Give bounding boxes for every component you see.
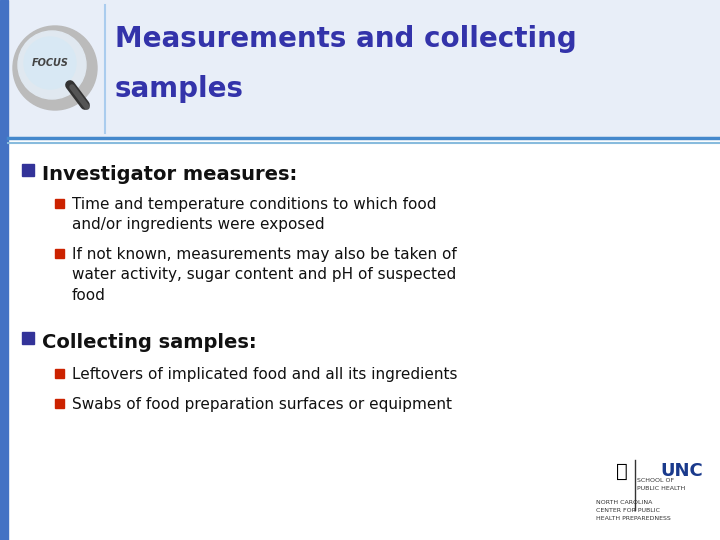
- Circle shape: [18, 31, 86, 99]
- Circle shape: [13, 26, 97, 110]
- Text: samples: samples: [115, 75, 244, 103]
- Text: HEALTH PREPAREDNESS: HEALTH PREPAREDNESS: [596, 516, 671, 521]
- Circle shape: [24, 37, 76, 89]
- Text: FOCUS: FOCUS: [32, 58, 68, 68]
- Text: CENTER FOR PUBLIC: CENTER FOR PUBLIC: [596, 508, 660, 513]
- Bar: [55, 369, 64, 378]
- Text: Time and temperature conditions to which food: Time and temperature conditions to which…: [72, 198, 436, 213]
- Text: water activity, sugar content and pH of suspected: water activity, sugar content and pH of …: [72, 267, 456, 282]
- Bar: [55, 399, 64, 408]
- Text: and/or ingredients were exposed: and/or ingredients were exposed: [72, 218, 325, 233]
- Text: Measurements and collecting: Measurements and collecting: [115, 25, 577, 53]
- Bar: [8, 0, 720, 138]
- Text: Investigator measures:: Investigator measures:: [42, 165, 297, 184]
- Text: Swabs of food preparation surfaces or equipment: Swabs of food preparation surfaces or eq…: [72, 397, 452, 413]
- Text: Leftovers of implicated food and all its ingredients: Leftovers of implicated food and all its…: [72, 368, 457, 382]
- Text: Collecting samples:: Collecting samples:: [42, 333, 256, 352]
- Text: 🏛: 🏛: [616, 462, 628, 481]
- Bar: [22, 164, 34, 176]
- Text: NORTH CAROLINA: NORTH CAROLINA: [596, 500, 652, 505]
- Bar: [0, 0, 8, 540]
- Text: If not known, measurements may also be taken of: If not known, measurements may also be t…: [72, 247, 456, 262]
- Bar: [55, 249, 64, 258]
- Bar: [22, 332, 34, 344]
- Text: SCHOOL OF: SCHOOL OF: [637, 478, 674, 483]
- Text: PUBLIC HEALTH: PUBLIC HEALTH: [637, 486, 685, 491]
- Bar: [55, 199, 64, 208]
- Text: food: food: [72, 287, 106, 302]
- Text: UNC: UNC: [660, 462, 703, 480]
